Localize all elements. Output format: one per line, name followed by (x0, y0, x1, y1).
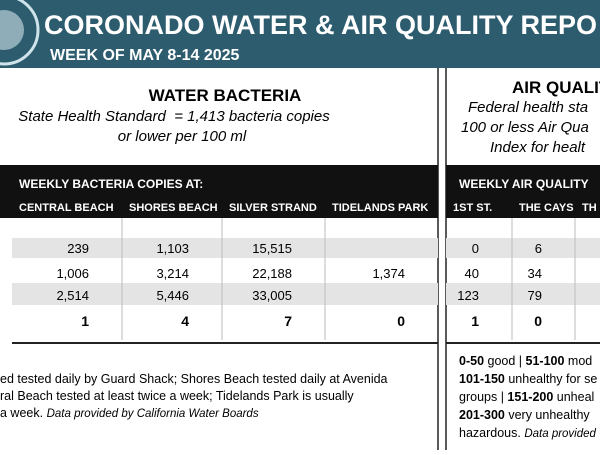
column-header: TH (582, 202, 597, 214)
legend-segment: hazardous. (459, 426, 524, 440)
legend-segment: groups | (459, 390, 507, 404)
table-heading: WEEKLY AIR QUALITY (459, 177, 589, 191)
legend-line: hazardous. Data provided (459, 426, 597, 440)
legend-segment: 0-50 (459, 354, 484, 368)
cell: 0 (472, 241, 479, 256)
table-heading: WEEKLY BACTERIA COPIES AT: (19, 177, 203, 191)
cell: 239 (67, 241, 89, 256)
legend-segment: 101-150 (459, 372, 505, 386)
subtitle: WEEK OF MAY 8-14 2025 (50, 47, 240, 64)
note-text: ed tested daily by Guard Shack; Shores B… (0, 372, 388, 386)
water-standard: or lower per 100 ml (118, 128, 247, 145)
air-standard: Federal health sta (468, 99, 588, 116)
legend-segment: 151-200 (507, 390, 553, 404)
column-header: CENTRAL BEACH (19, 202, 114, 214)
legend-segment: very unhealthy (505, 408, 591, 422)
cell: 2,514 (56, 288, 89, 303)
note: ral Beach tested at least twice a week; … (0, 389, 354, 403)
cell: 1,374 (372, 266, 405, 281)
row-stub (0, 165, 12, 218)
water-title: WATER BACTERIA (149, 86, 302, 105)
total: 1 (81, 313, 89, 329)
row-shade (12, 238, 438, 258)
column-header: 1ST ST. (453, 202, 492, 214)
legend-line: 201-300 very unhealthy (459, 408, 590, 422)
cell: 123 (457, 288, 479, 303)
total: 4 (181, 313, 189, 329)
cell: 22,188 (252, 266, 292, 281)
total: 1 (471, 313, 479, 329)
note: a week. Data provided by California Wate… (0, 406, 259, 420)
note: ed tested daily by Guard Shack; Shores B… (0, 372, 388, 386)
legend-line: groups | 151-200 unheal (459, 390, 594, 404)
legend-segment: 51-100 (526, 354, 565, 368)
source: Data provided by California Water Boards (47, 408, 259, 420)
table-header-band (446, 165, 600, 218)
column-header: TIDELANDS PARK (332, 202, 428, 214)
legend-segment: 201-300 (459, 408, 505, 422)
logo (0, 0, 40, 66)
total: 7 (284, 313, 292, 329)
total: 0 (534, 313, 542, 329)
legend-segment: unheal (553, 390, 594, 404)
cell: 33,005 (252, 288, 292, 303)
row-shade (446, 238, 600, 258)
legend-segment: good | (484, 354, 525, 368)
air-standard: Index for healt (490, 139, 586, 156)
header-band (0, 0, 600, 68)
air-standard: 100 or less Air Qua (461, 119, 589, 136)
legend-line: 0-50 good | 51-100 mod (459, 354, 592, 368)
legend-line: 101-150 unhealthy for se (459, 372, 597, 386)
title: CORONADO WATER & AIR QUALITY REPO (44, 10, 597, 40)
legend-segment: mod (564, 354, 592, 368)
air-title: AIR QUALIT (512, 78, 600, 97)
column-header: SHORES BEACH (129, 202, 218, 214)
water-standard: State Health Standard = 1,413 bacteria c… (18, 108, 330, 125)
legend-segment: Data provided (524, 428, 596, 440)
row-shade (446, 283, 600, 305)
column-header: SILVER STRAND (229, 202, 317, 214)
note-text: ral Beach tested at least twice a week; … (0, 389, 354, 403)
logo-inner (0, 10, 24, 50)
cell: 79 (528, 288, 542, 303)
cell: 15,515 (252, 241, 292, 256)
cell: 6 (535, 241, 542, 256)
cell: 40 (465, 266, 479, 281)
cell: 1,103 (156, 241, 189, 256)
cell: 5,446 (156, 288, 189, 303)
table-header-band (12, 165, 438, 218)
cell: 1,006 (56, 266, 89, 281)
cell: 34 (528, 266, 542, 281)
row-shade (12, 283, 438, 305)
column-header: THE CAYS (519, 202, 574, 214)
legend-segment: unhealthy for se (505, 372, 597, 386)
total: 0 (397, 313, 405, 329)
cell: 3,214 (156, 266, 189, 281)
divider-gap (438, 68, 446, 450)
note-text: a week. (0, 406, 43, 420)
